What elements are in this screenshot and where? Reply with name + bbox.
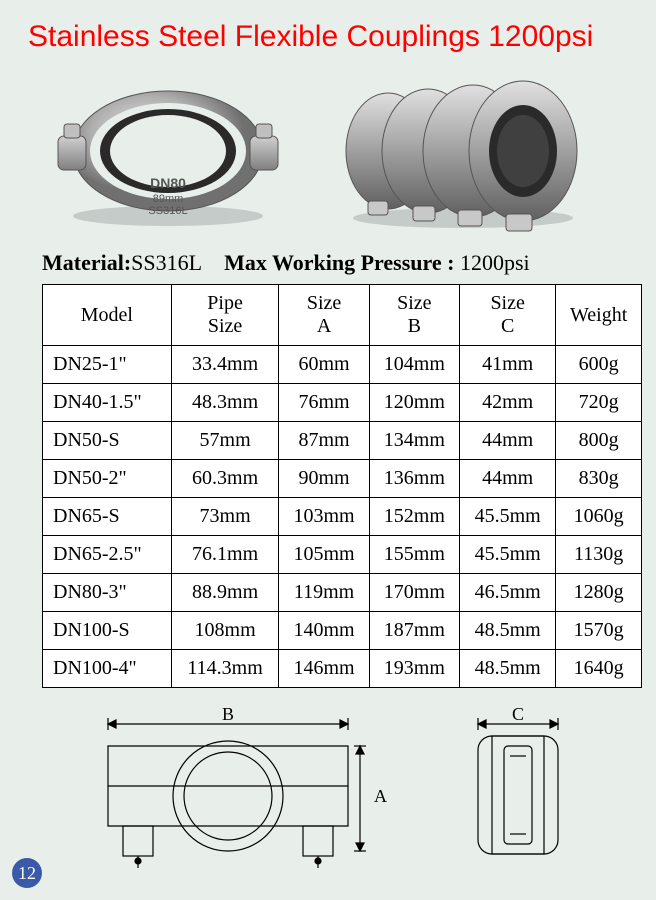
photo-marking-1: DN80 (150, 175, 186, 191)
table-row: DN80-3"88.9mm119mm170mm46.5mm1280g (43, 574, 642, 612)
table-cell: 1570g (556, 612, 642, 650)
table-cell: 140mm (279, 612, 369, 650)
product-photo-single: DN80 89mm SS316L (38, 66, 298, 236)
table-cell: DN25-1" (43, 346, 172, 384)
table-header-cell: PipeSize (171, 285, 279, 346)
table-cell: 1130g (556, 536, 642, 574)
table-row: DN50-S57mm87mm134mm44mm800g (43, 422, 642, 460)
table-cell: 193mm (369, 650, 459, 688)
table-header-row: ModelPipeSizeSizeASizeBSizeCWeight (43, 285, 642, 346)
table-cell: DN50-2" (43, 460, 172, 498)
page-title: Stainless Steel Flexible Couplings 1200p… (28, 20, 628, 54)
table-cell: 170mm (369, 574, 459, 612)
page-number-badge: 12 (12, 858, 42, 888)
table-cell: 44mm (459, 460, 555, 498)
table-body: DN25-1"33.4mm60mm104mm41mm600gDN40-1.5"4… (43, 346, 642, 688)
table-cell: 45.5mm (459, 498, 555, 536)
photo-marking-2: 89mm (153, 193, 184, 205)
product-photo-multi (328, 66, 598, 236)
spec-table: ModelPipeSizeSizeASizeBSizeCWeight DN25-… (42, 284, 642, 688)
table-cell: DN100-4" (43, 650, 172, 688)
table-cell: 88.9mm (171, 574, 279, 612)
table-cell: 60mm (279, 346, 369, 384)
table-cell: 155mm (369, 536, 459, 574)
diagram-front: B A (68, 706, 388, 876)
table-cell: 45.5mm (459, 536, 555, 574)
table-header-cell: Model (43, 285, 172, 346)
pressure-label: Max Working Pressure : (224, 250, 454, 275)
table-cell: 48.5mm (459, 650, 555, 688)
table-cell: 33.4mm (171, 346, 279, 384)
table-cell: 1060g (556, 498, 642, 536)
table-cell: 60.3mm (171, 460, 279, 498)
table-cell: 134mm (369, 422, 459, 460)
table-cell: 720g (556, 384, 642, 422)
product-photos: DN80 89mm SS316L (28, 66, 628, 236)
table-cell: 114.3mm (171, 650, 279, 688)
table-cell: 90mm (279, 460, 369, 498)
table-row: DN50-2"60.3mm90mm136mm44mm830g (43, 460, 642, 498)
table-cell: 1280g (556, 574, 642, 612)
dimension-diagrams: B A (28, 706, 628, 876)
table-cell: 108mm (171, 612, 279, 650)
table-cell: 76mm (279, 384, 369, 422)
table-row: DN100-S108mm140mm187mm48.5mm1570g (43, 612, 642, 650)
table-cell: DN50-S (43, 422, 172, 460)
table-cell: 57mm (171, 422, 279, 460)
table-row: DN65-S73mm103mm152mm45.5mm1060g (43, 498, 642, 536)
material-label: Material: (42, 250, 131, 275)
table-row: DN40-1.5"48.3mm76mm120mm42mm720g (43, 384, 642, 422)
pressure-value: 1200psi (460, 250, 530, 275)
table-cell: 1640g (556, 650, 642, 688)
material-value: SS316L (131, 250, 202, 275)
table-cell: 46.5mm (459, 574, 555, 612)
table-cell: 103mm (279, 498, 369, 536)
table-cell: 48.5mm (459, 612, 555, 650)
table-cell: 187mm (369, 612, 459, 650)
table-cell: 48.3mm (171, 384, 279, 422)
table-cell: DN40-1.5" (43, 384, 172, 422)
table-cell: 87mm (279, 422, 369, 460)
table-cell: 120mm (369, 384, 459, 422)
table-row: DN100-4"114.3mm146mm193mm48.5mm1640g (43, 650, 642, 688)
table-row: DN65-2.5"76.1mm105mm155mm45.5mm1130g (43, 536, 642, 574)
svg-text:A: A (374, 786, 387, 806)
table-cell: DN65-S (43, 498, 172, 536)
table-cell: 600g (556, 346, 642, 384)
table-cell: DN65-2.5" (43, 536, 172, 574)
table-cell: 44mm (459, 422, 555, 460)
table-cell: 41mm (459, 346, 555, 384)
table-cell: 146mm (279, 650, 369, 688)
table-header-cell: Weight (556, 285, 642, 346)
diagram-side: C (448, 706, 588, 876)
table-cell: 104mm (369, 346, 459, 384)
table-cell: 105mm (279, 536, 369, 574)
spec-line: Material:SS316L Max Working Pressure : 1… (28, 250, 628, 276)
table-cell: DN80-3" (43, 574, 172, 612)
table-header-cell: SizeA (279, 285, 369, 346)
table-cell: 73mm (171, 498, 279, 536)
svg-text:C: C (512, 706, 524, 724)
table-cell: 76.1mm (171, 536, 279, 574)
table-cell: 152mm (369, 498, 459, 536)
table-cell: 136mm (369, 460, 459, 498)
svg-text:B: B (222, 706, 234, 724)
table-cell: 42mm (459, 384, 555, 422)
table-cell: 119mm (279, 574, 369, 612)
table-cell: DN100-S (43, 612, 172, 650)
table-cell: 800g (556, 422, 642, 460)
table-header-cell: SizeB (369, 285, 459, 346)
table-cell: 830g (556, 460, 642, 498)
photo-marking-3: SS316L (148, 205, 187, 217)
table-header-cell: SizeC (459, 285, 555, 346)
table-row: DN25-1"33.4mm60mm104mm41mm600g (43, 346, 642, 384)
